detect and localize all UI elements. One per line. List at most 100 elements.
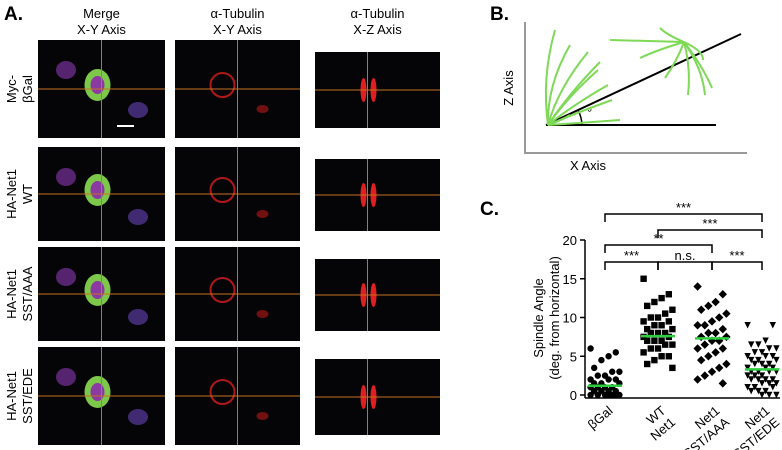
data-point <box>715 363 724 373</box>
panel-label: B. <box>490 4 509 25</box>
x-tick-label: βGal <box>585 403 616 432</box>
significance-label: *** <box>624 248 639 263</box>
significance-label: *** <box>729 248 744 263</box>
cell <box>128 309 148 325</box>
column-header: X-Y Axis <box>213 22 262 37</box>
panel-b: Z Axis X Axis ° <box>501 22 747 173</box>
data-point <box>665 318 672 325</box>
data-point <box>700 371 709 380</box>
data-point <box>758 360 766 368</box>
data-point <box>755 376 762 383</box>
cell <box>209 72 236 98</box>
data-point <box>751 384 758 391</box>
data-point <box>773 345 780 352</box>
data-point <box>751 349 758 356</box>
significance-label: n.s. <box>675 248 696 263</box>
data-point <box>762 337 769 344</box>
cell <box>209 379 236 405</box>
data-point <box>654 345 662 352</box>
data-point <box>769 376 776 383</box>
cell <box>256 310 269 318</box>
data-point <box>762 353 769 360</box>
data-point <box>704 301 713 311</box>
data-point <box>647 345 654 352</box>
x-tick-label-line: βGal <box>585 403 616 432</box>
data-point <box>748 341 755 348</box>
data-point <box>654 314 662 321</box>
significance-bracket <box>657 261 713 270</box>
significance-bracket <box>711 261 763 270</box>
data-point <box>766 345 773 352</box>
data-point <box>715 336 724 345</box>
data-point <box>591 364 598 372</box>
data-point <box>651 322 658 329</box>
data-point <box>762 387 769 395</box>
data-point <box>609 368 616 375</box>
data-point <box>587 391 594 399</box>
data-point <box>722 332 731 342</box>
data-point <box>711 348 720 357</box>
row-label: HA-Net1 <box>4 269 19 319</box>
data-point <box>744 384 751 391</box>
spindle-fiber <box>659 27 685 43</box>
data-point <box>644 360 651 368</box>
data-point <box>662 310 669 317</box>
data-point <box>693 344 702 353</box>
data-point <box>651 298 658 306</box>
panel-label: A. <box>4 4 23 25</box>
cell <box>56 368 76 386</box>
data-point <box>751 360 758 368</box>
data-point <box>748 376 755 383</box>
row-label: HA-Net1 <box>4 371 19 421</box>
data-point <box>665 291 672 298</box>
data-point <box>722 309 731 318</box>
significance-label: *** <box>676 200 691 215</box>
data-point <box>697 332 706 342</box>
spindle-fiber <box>547 51 589 126</box>
data-point <box>616 368 623 375</box>
cell <box>90 76 105 94</box>
data-point <box>612 391 619 399</box>
spindle-fiber <box>547 119 621 126</box>
data-point <box>755 387 762 395</box>
data-point <box>612 349 619 356</box>
data-point <box>715 313 724 322</box>
data-point <box>640 275 647 282</box>
data-point <box>769 353 776 360</box>
row-label: SST/AAA <box>20 266 35 321</box>
column-header: X-Z Axis <box>353 22 402 37</box>
data-point <box>748 387 755 395</box>
data-point <box>758 391 766 399</box>
spindle-fiber <box>639 41 685 59</box>
data-point <box>651 337 658 344</box>
significance-bracket <box>657 229 763 238</box>
data-point <box>697 355 706 365</box>
axis-label: Z Axis <box>501 70 516 106</box>
cell <box>256 210 269 218</box>
column-header: X-Y Axis <box>77 22 126 37</box>
data-point <box>704 328 713 338</box>
data-point <box>762 376 769 383</box>
data-point <box>594 372 601 379</box>
cell <box>128 209 148 225</box>
data-point <box>707 367 717 376</box>
data-point <box>644 302 651 310</box>
cell <box>128 102 148 118</box>
y-axis-label: Spindle Angle <box>531 278 546 358</box>
significance-bracket <box>604 261 659 270</box>
data-point <box>697 305 706 314</box>
data-point <box>654 329 662 337</box>
y-tick-label: 0 <box>570 388 577 403</box>
data-point <box>640 318 647 325</box>
data-point <box>758 372 766 379</box>
data-point <box>644 337 651 344</box>
data-point <box>669 306 676 313</box>
data-point <box>658 322 665 329</box>
data-point <box>693 321 702 330</box>
data-point <box>605 376 612 383</box>
significance-bracket <box>604 244 713 253</box>
data-point <box>693 375 702 384</box>
data-point <box>662 341 669 348</box>
